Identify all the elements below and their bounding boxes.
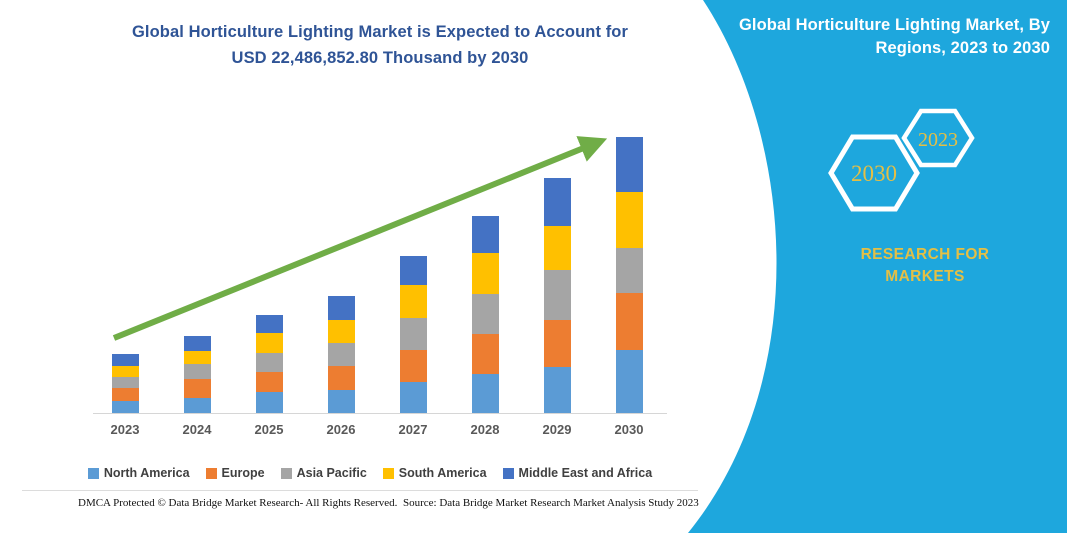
footer-source: Source: Data Bridge Market Research Mark… xyxy=(403,497,699,509)
bar-segment-asia-pacific-2024 xyxy=(183,364,211,380)
bar-segment-north-america-2029 xyxy=(543,366,571,413)
bar-segment-middle-east-and-africa-2029 xyxy=(543,177,571,226)
bar-segment-north-america-2023 xyxy=(111,401,139,413)
legend-label: Middle East and Africa xyxy=(518,466,653,480)
bar-segment-middle-east-and-africa-2024 xyxy=(183,335,211,351)
bar-group-2023 xyxy=(111,354,139,413)
x-axis-label-2024: 2024 xyxy=(182,422,212,437)
x-axis-label-2029: 2029 xyxy=(542,422,572,437)
bar-segment-asia-pacific-2027 xyxy=(399,317,427,351)
bar-segment-south-america-2027 xyxy=(399,285,427,318)
x-axis-label-2027: 2027 xyxy=(398,422,428,437)
bar-group-2030 xyxy=(615,137,643,413)
footer-divider xyxy=(22,490,698,491)
bar-segment-south-america-2025 xyxy=(255,333,283,353)
plot-area: 2023 2024 2025 2026 2027 2028 2029 2030 xyxy=(93,120,668,440)
bar-segment-north-america-2024 xyxy=(183,397,211,413)
bar-group-2026 xyxy=(327,296,355,413)
legend-swatch-icon xyxy=(280,467,292,479)
chart-title: Global Horticulture Lighting Market is E… xyxy=(90,20,670,71)
bar-segment-asia-pacific-2029 xyxy=(543,269,571,320)
bar-segment-europe-2023 xyxy=(111,388,139,402)
legend-label: South America xyxy=(398,466,487,480)
bar-group-2025 xyxy=(255,314,283,413)
chart-area: 2023 2024 2025 2026 2027 2028 2029 2030 xyxy=(93,120,668,440)
legend-swatch-icon xyxy=(502,467,514,479)
bar-segment-north-america-2028 xyxy=(471,374,499,413)
brand-line-1: RESEARCH FOR xyxy=(860,246,990,263)
bar-segment-europe-2025 xyxy=(255,371,283,393)
bar-segment-europe-2030 xyxy=(615,293,643,350)
x-axis-label-2023: 2023 xyxy=(110,422,140,437)
bar-segment-north-america-2027 xyxy=(399,381,427,413)
legend-label: Asia Pacific xyxy=(296,466,367,480)
bar-segment-europe-2024 xyxy=(183,379,211,398)
bar-group-2024 xyxy=(183,335,211,413)
bar-segment-middle-east-and-africa-2026 xyxy=(327,296,355,320)
hexagon-2023 xyxy=(901,108,975,168)
legend-item-south-america: South America xyxy=(382,466,487,480)
bar-segment-middle-east-and-africa-2027 xyxy=(399,255,427,286)
chart-title-line-1: Global Horticulture Lighting Market is E… xyxy=(131,23,629,41)
bar-segment-asia-pacific-2026 xyxy=(327,342,355,367)
bar-segment-north-america-2026 xyxy=(327,390,355,413)
bar-segment-south-america-2026 xyxy=(327,319,355,343)
bar-segment-south-america-2030 xyxy=(615,191,643,248)
side-panel-title: Global Horticulture Lighting Market, By … xyxy=(738,16,1050,58)
bar-segment-europe-2027 xyxy=(399,350,427,382)
footer-dmca-notice: DMCA Protected © Data Bridge Market Rese… xyxy=(78,497,398,509)
bar-segment-asia-pacific-2023 xyxy=(111,377,139,389)
bar-segment-europe-2028 xyxy=(471,334,499,375)
bar-group-2027 xyxy=(399,255,427,413)
hexagon-2030-label: 2030 xyxy=(851,161,897,186)
x-axis-line xyxy=(93,413,667,414)
bar-segment-middle-east-and-africa-2028 xyxy=(471,216,499,254)
bar-segment-south-america-2029 xyxy=(543,225,571,270)
hexagon-2030 xyxy=(828,134,920,212)
legend-swatch-icon xyxy=(382,467,394,479)
bar-segment-north-america-2030 xyxy=(615,349,643,413)
bar-segment-europe-2026 xyxy=(327,366,355,391)
legend-item-asia-pacific: Asia Pacific xyxy=(280,466,367,480)
x-axis-label-2026: 2026 xyxy=(326,422,356,437)
legend-label: Europe xyxy=(221,466,265,480)
bar-segment-asia-pacific-2030 xyxy=(615,247,643,294)
bar-group-2028 xyxy=(471,216,499,413)
bar-segment-south-america-2024 xyxy=(183,350,211,365)
legend-item-europe: Europe xyxy=(205,466,265,480)
chart-title-line-2: USD 22,486,852.80 Thousand by 2030 xyxy=(231,48,529,67)
bar-segment-asia-pacific-2028 xyxy=(471,294,499,335)
bar-segment-middle-east-and-africa-2023 xyxy=(111,354,139,366)
legend: North America Europe Asia Pacific South Ame… xyxy=(60,466,680,480)
bar-segment-asia-pacific-2025 xyxy=(255,352,283,372)
hexagon-2023-label: 2023 xyxy=(918,129,958,151)
x-axis-label-2025: 2025 xyxy=(254,422,284,437)
bar-segment-south-america-2028 xyxy=(471,253,499,295)
legend-item-middle-east-and-africa: Middle East and Africa xyxy=(502,466,653,480)
bar-segment-europe-2029 xyxy=(543,319,571,367)
legend-swatch-icon xyxy=(87,467,99,479)
bar-segment-north-america-2025 xyxy=(255,392,283,413)
brand-text: RESEARCH FOR MARKETS xyxy=(815,244,1035,289)
legend-item-north-america: North America xyxy=(87,466,190,480)
x-axis-label-2030: 2030 xyxy=(614,422,644,437)
brand-line-2: MARKETS xyxy=(885,268,965,286)
bar-segment-middle-east-and-africa-2030 xyxy=(615,137,643,192)
x-axis-label-2028: 2028 xyxy=(470,422,500,437)
legend-swatch-icon xyxy=(205,467,217,479)
bar-segment-middle-east-and-africa-2025 xyxy=(255,314,283,334)
bar-group-2029 xyxy=(543,177,571,413)
bar-segment-south-america-2023 xyxy=(111,365,139,378)
legend-label: North America xyxy=(103,466,190,480)
